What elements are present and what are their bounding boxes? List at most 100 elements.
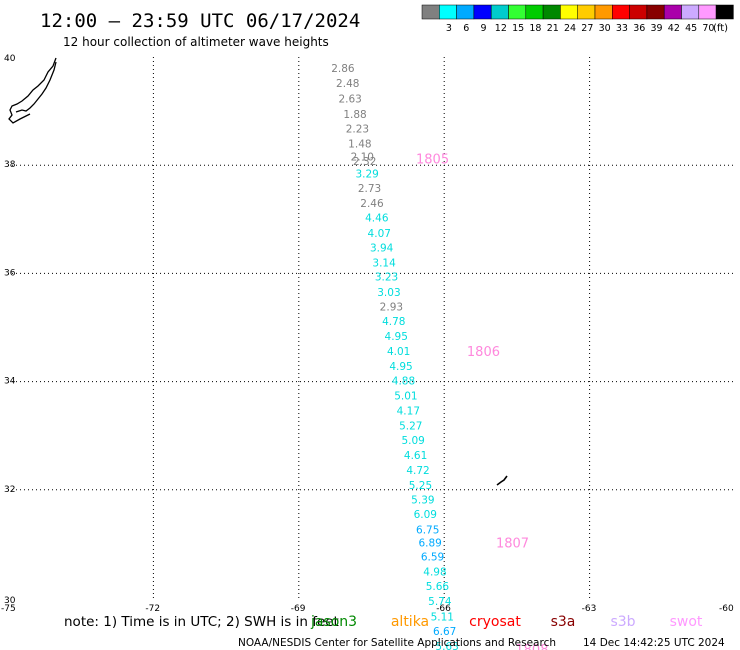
wave-height-value: 3.03 [377,287,400,299]
satellite-legend-item: s3a [551,614,576,630]
wave-height-value: 5.09 [401,435,424,447]
color-scale-label: 27 [581,23,593,34]
color-scale-swatch [715,4,734,20]
wave-height-value: 2.48 [336,78,359,90]
longitude-label: -60 [719,604,734,614]
wave-height-value: 4.95 [389,361,412,373]
wave-height-value: 5.63 [435,641,458,650]
wave-height-value: 5.27 [399,420,422,432]
latitude-label: 32 [4,485,15,495]
color-scale-label: 42 [668,23,680,34]
wave-height-track: 2.86 2.48 2.63 1.88 2.23 1.482.102.323.29 2.73… [331,63,459,650]
color-scale-label: 12 [495,23,507,34]
time-label: 1805 [416,153,449,168]
wave-height-value: 4.07 [368,228,391,240]
color-scale-swatch [698,4,717,20]
wave-height-value: 5.25 [409,480,432,492]
longitude-label: -66 [436,604,451,614]
wave-height-value: 4.46 [365,213,389,225]
color-scale-legend: 3 6 9 12 15 18 21 24 27 30 33 36 39 42 45 70 [421,4,734,34]
wave-height-value: 2.23 [346,123,369,135]
satellite-legend-item: swot [670,614,703,630]
color-scale-swatch [577,4,596,20]
color-scale-swatch [646,4,665,20]
color-scale-swatch [421,4,440,20]
wave-height-value: 4.78 [382,316,405,328]
wave-height-value: 4.98 [423,566,446,578]
wave-height-value: 4.01 [387,346,410,358]
credit-text: NOAA/NESDIS Center for Satellite Applica… [238,637,556,649]
wave-height-value: 2.32 [353,156,376,168]
color-scale-swatch [663,4,682,20]
longitude-label: -75 [1,604,16,614]
color-scale-label: 3 [446,23,452,34]
satellite-legend-item: cryosat [469,614,521,630]
wave-height-value: 6.89 [418,537,441,549]
time-label: 1808 [515,643,548,650]
color-scale-label: 24 [564,23,576,34]
time-label: 1806 [467,345,500,360]
latitude-label: 34 [4,377,16,387]
color-scale-label: 18 [529,23,541,34]
color-scale-label: 9 [481,23,487,34]
color-scale-swatch [508,4,527,20]
wave-height-value: 5.74 [428,596,452,608]
wave-height-value: 2.86 [331,63,355,75]
latitude-label: 38 [4,160,16,170]
satellite-legend: jason3 altika cryosat s3a s3b swot [310,614,703,630]
wave-height-value: 6.67 [433,626,456,638]
color-scale-label: 6 [463,23,469,34]
map-grid: 40 38 36 34 32 30-75 -72 -69 -66 -63 -60 [1,54,735,614]
color-scale-swatch [490,4,509,20]
color-scale-swatch [629,4,648,20]
latitude-label: 40 [4,54,16,64]
page-title: 12:00 – 23:59 UTC 06/17/2024 [40,10,360,32]
page-subtitle: 12 hour collection of altimeter wave hei… [63,35,329,49]
wave-height-value: 3.14 [372,258,396,270]
color-scale-swatch [612,4,630,20]
coastline-cape-cod [8,57,57,124]
satellite-legend-item: s3b [610,614,635,630]
time-label-group: 1805 1806 1807 1808 [416,153,548,650]
color-scale-swatch [560,4,578,20]
color-scale-label: 21 [547,23,559,34]
wave-height-value: 4.72 [406,465,429,477]
color-scale-swatch [456,4,475,20]
wave-height-value: 3.23 [375,272,398,284]
longitude-label: -63 [582,604,597,614]
color-scale-swatch [525,4,544,20]
longitude-label: -72 [145,604,160,614]
wave-height-value: 5.39 [411,495,434,507]
timestamp-text: 14 Dec 14:42:25 UTC 2024 [583,637,725,649]
wave-height-value: 4.95 [385,331,408,343]
wave-height-value: 2.73 [358,183,381,195]
color-scale-label: 33 [616,23,628,34]
wave-height-value: 3.94 [370,242,394,254]
wave-height-value: 2.63 [338,94,361,106]
wave-height-value: 5.66 [426,581,450,593]
color-scale-swatch [681,4,700,20]
color-scale-swatch [542,4,561,20]
color-scale-label: 36 [633,23,645,34]
wave-height-value: 1.88 [343,109,366,121]
wave-height-value: 2.46 [360,198,384,210]
latitude-label: 30 [4,596,16,606]
wave-height-value: 6.09 [414,509,437,521]
wave-height-value: 4.88 [392,376,415,388]
satellite-legend-item: jason3 [310,614,357,630]
color-scale-unit: (ft) [713,23,728,34]
satellite-legend-item: altika [391,614,429,630]
color-scale-swatch [439,4,457,20]
wave-height-value: 4.61 [404,450,427,462]
latitude-label: 36 [4,268,16,278]
color-scale-label: 70 [702,23,714,34]
color-scale-label: 30 [599,23,611,34]
color-scale-label: 15 [512,23,524,34]
longitude-label: -69 [291,604,306,614]
wave-height-value: 3.29 [355,168,378,180]
color-scale-label: 45 [685,23,697,34]
wave-height-value: 6.75 [416,524,439,536]
color-scale-label: 39 [651,23,663,34]
